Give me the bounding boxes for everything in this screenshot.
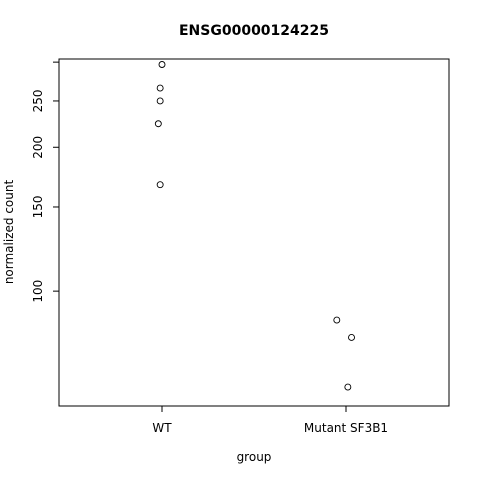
x-tick-label: WT	[152, 421, 172, 435]
data-point	[156, 97, 164, 105]
data-point	[154, 120, 162, 128]
y-axis-title: normalized count	[2, 180, 16, 285]
y-tick-label: 250	[31, 89, 45, 112]
data-point	[348, 334, 355, 341]
x-axis: WT Mutant SF3B1	[152, 406, 388, 435]
x-tick-label: Mutant SF3B1	[304, 421, 388, 435]
plot-frame	[58, 58, 450, 407]
data-point	[156, 181, 164, 189]
data-point	[344, 383, 352, 391]
x-axis-title: group	[237, 450, 272, 464]
data-points	[154, 61, 355, 391]
data-point	[158, 61, 166, 68]
chart-title: ENSG00000124225	[179, 23, 329, 39]
y-tick-label: 150	[31, 196, 45, 219]
y-tick-label: 100	[31, 280, 45, 303]
data-point	[156, 84, 164, 92]
y-axis: 100 150 200 250	[31, 61, 59, 303]
data-point	[333, 316, 341, 324]
y-tick-label: 200	[31, 136, 45, 159]
